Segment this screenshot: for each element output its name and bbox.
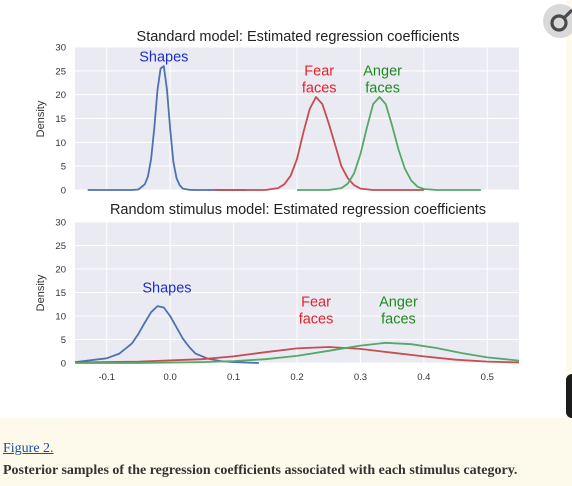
y-tick-label: 10 xyxy=(55,138,66,149)
chart-title: Random stimulus model: Estimated regress… xyxy=(110,202,486,218)
y-tick-label: 25 xyxy=(55,66,66,77)
y-tick-label: 5 xyxy=(61,335,66,346)
series-label: Fear xyxy=(304,64,334,80)
y-axis-label: Density xyxy=(35,100,47,137)
series-label: faces xyxy=(302,81,337,97)
y-tick-label: 20 xyxy=(55,90,66,101)
y-tick-label: 10 xyxy=(55,312,66,323)
series-label: Anger xyxy=(363,64,402,80)
figure-link[interactable]: Figure 2. xyxy=(3,441,54,457)
x-tick-label: 0.4 xyxy=(417,372,430,383)
y-tick-label: 0 xyxy=(61,359,66,370)
y-tick-label: 25 xyxy=(55,241,66,252)
density-chart: 0 5 10 15 20 25 30 Density Standard model: Estim… xyxy=(0,0,566,418)
series-label: faces xyxy=(381,312,416,328)
y-tick-label: 15 xyxy=(55,288,66,299)
figure-caption: Posterior samples of the regression coef… xyxy=(3,463,517,479)
series-label: faces xyxy=(299,312,334,328)
x-tick-label: 0.5 xyxy=(481,372,494,383)
series-label: Anger xyxy=(379,295,418,311)
side-panel-tab[interactable] xyxy=(566,374,572,418)
x-tick-label: 0.0 xyxy=(164,372,177,383)
series-label: Shapes xyxy=(139,49,188,65)
y-axis-label: Density xyxy=(35,274,47,311)
x-tick-label: 0.1 xyxy=(227,372,240,383)
y-tick-label: 5 xyxy=(61,162,66,173)
y-tick-label: 30 xyxy=(55,43,66,54)
y-tick-label: 20 xyxy=(55,265,66,276)
x-tick-label: -0.1 xyxy=(99,372,115,383)
y-tick-label: 30 xyxy=(55,218,66,229)
series-label: Shapes xyxy=(142,281,191,297)
x-tick-label: 0.2 xyxy=(290,372,303,383)
corner-badge[interactable] xyxy=(543,4,572,38)
y-tick-label: 15 xyxy=(55,114,66,125)
y-tick-label: 0 xyxy=(61,186,66,197)
series-label: faces xyxy=(365,81,400,97)
figure-panel: 0 5 10 15 20 25 30 Density Standard model: Estim… xyxy=(0,0,566,418)
series-label: Fear xyxy=(301,295,331,311)
x-tick-label: 0.3 xyxy=(354,372,367,383)
hypatia-icon xyxy=(549,9,572,33)
chart-title: Standard model: Estimated regression coe… xyxy=(137,29,460,45)
